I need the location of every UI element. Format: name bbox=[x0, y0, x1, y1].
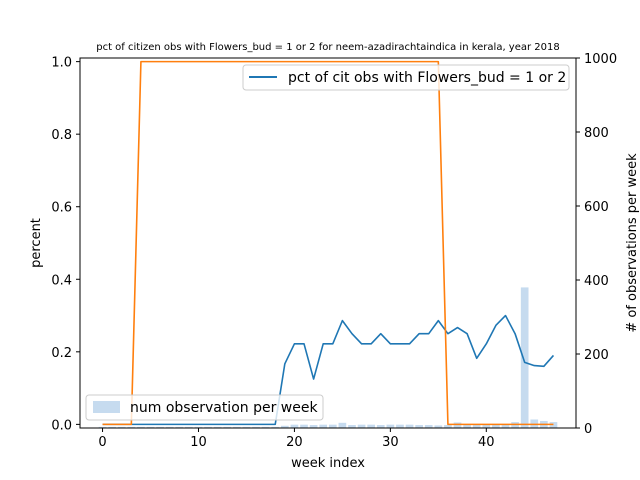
bar-observations-week-25 bbox=[338, 422, 347, 428]
bar-observations-week-36 bbox=[444, 425, 452, 428]
bar-observations-week-5 bbox=[146, 426, 155, 428]
y-right-tick-label: 600 bbox=[584, 200, 609, 215]
bar-observations-week-24 bbox=[328, 424, 337, 428]
axes-frame bbox=[79, 57, 577, 429]
bar-observations-week-47 bbox=[549, 422, 558, 428]
bar-observations-week-37 bbox=[453, 422, 462, 428]
y-axis-left-label: percent bbox=[29, 218, 44, 268]
bar-observations-week-40 bbox=[482, 424, 491, 428]
bar-observations-week-7 bbox=[165, 426, 174, 428]
y-right-tick-label: 1000 bbox=[584, 52, 617, 67]
bar-observations-week-6 bbox=[156, 426, 164, 428]
bar-observations-week-29 bbox=[376, 425, 385, 428]
legend-line-label: pct of cit obs with Flowers_bud = 1 or 2 bbox=[288, 70, 566, 86]
y-left-tick-label: 0.8 bbox=[51, 128, 72, 143]
bar-observations-week-16 bbox=[252, 426, 260, 428]
bar-observations-week-10 bbox=[194, 426, 203, 428]
y-left-tick-label: 0.6 bbox=[51, 201, 72, 216]
x-tick-label: 40 bbox=[478, 435, 495, 450]
bar-observations-week-34 bbox=[424, 425, 433, 428]
y-right-tick-label: 200 bbox=[584, 348, 609, 363]
bar-observations-week-17 bbox=[261, 426, 270, 428]
legend-bar: num observation per week bbox=[85, 394, 324, 421]
bar-observations-week-32 bbox=[405, 424, 414, 428]
bar-observations-week-13 bbox=[223, 426, 232, 428]
bar-observations-week-0 bbox=[98, 426, 107, 428]
legend-bar-swatch bbox=[93, 401, 120, 413]
bar-observations-week-8 bbox=[175, 426, 184, 428]
y-left-tick-label: 0.2 bbox=[51, 346, 72, 361]
bar-observations-week-28 bbox=[367, 424, 376, 428]
bar-observations-week-30 bbox=[386, 424, 395, 428]
legend-line-box bbox=[242, 64, 570, 91]
y-axis-right-label: # of observations per week bbox=[625, 153, 640, 333]
y-left-tick-label: 0.0 bbox=[51, 418, 72, 433]
y-left-tick-label: 1.0 bbox=[51, 56, 72, 71]
bar-observations-week-26 bbox=[348, 425, 356, 428]
bar-observations-week-20 bbox=[290, 424, 299, 428]
bar-observations-week-18 bbox=[271, 426, 280, 428]
x-tick-label: 0 bbox=[98, 435, 106, 450]
y-right-tick-label: 0 bbox=[584, 422, 592, 437]
line-series bbox=[102, 60, 555, 426]
bar-observations-week-42 bbox=[501, 424, 510, 428]
bar-observations-week-33 bbox=[415, 425, 423, 428]
bar-observations-week-39 bbox=[472, 423, 481, 428]
bar-observations-week-14 bbox=[233, 426, 241, 428]
bar-observations-week-9 bbox=[185, 426, 193, 428]
bar-observations-week-15 bbox=[242, 426, 251, 428]
bar-observations-week-23 bbox=[319, 424, 328, 428]
x-tick-label: 30 bbox=[382, 435, 399, 450]
legend-bar-box bbox=[85, 394, 324, 421]
x-axis-label: week index bbox=[291, 456, 365, 471]
bar-observations-week-2 bbox=[117, 426, 126, 428]
chart-title: pct of citizen obs with Flowers_bud = 1 … bbox=[96, 42, 560, 53]
bar-observations-week-35 bbox=[434, 425, 443, 428]
bar-observations-week-3 bbox=[127, 426, 136, 428]
legend-line: pct of cit obs with Flowers_bud = 1 or 2 bbox=[242, 64, 570, 91]
y-axis-right: 0 200 400 600 800 1000 bbox=[576, 52, 617, 437]
x-tick-label: 20 bbox=[286, 435, 303, 450]
line-pct-flowers-bud bbox=[102, 314, 555, 426]
y-right-tick-label: 400 bbox=[584, 274, 609, 289]
x-tick-label: 10 bbox=[190, 435, 207, 450]
x-axis: 0 10 20 30 40 bbox=[98, 428, 495, 450]
bar-observations-week-4 bbox=[137, 426, 145, 428]
y-right-tick-label: 800 bbox=[584, 126, 609, 141]
y-axis-left: 0.0 0.2 0.4 0.6 0.8 1.0 bbox=[51, 56, 80, 433]
bar-observations-week-41 bbox=[492, 423, 500, 428]
bar-observations-week-11 bbox=[204, 426, 212, 428]
legend-bar-label: num observation per week bbox=[130, 400, 318, 416]
bar-observations-week-31 bbox=[396, 424, 404, 428]
bar-observations-week-1 bbox=[108, 426, 116, 428]
bar-observations-week-22 bbox=[309, 425, 318, 428]
bar-observations-week-38 bbox=[463, 425, 471, 428]
bar-observations-week-27 bbox=[357, 424, 366, 428]
y-left-tick-label: 0.4 bbox=[51, 273, 72, 288]
bar-observations-week-12 bbox=[213, 426, 222, 428]
bar-observations-week-44 bbox=[520, 287, 529, 428]
bar-observations-week-19 bbox=[280, 425, 289, 428]
bar-observations-week-21 bbox=[300, 424, 308, 428]
line-series-1 bbox=[102, 60, 554, 426]
